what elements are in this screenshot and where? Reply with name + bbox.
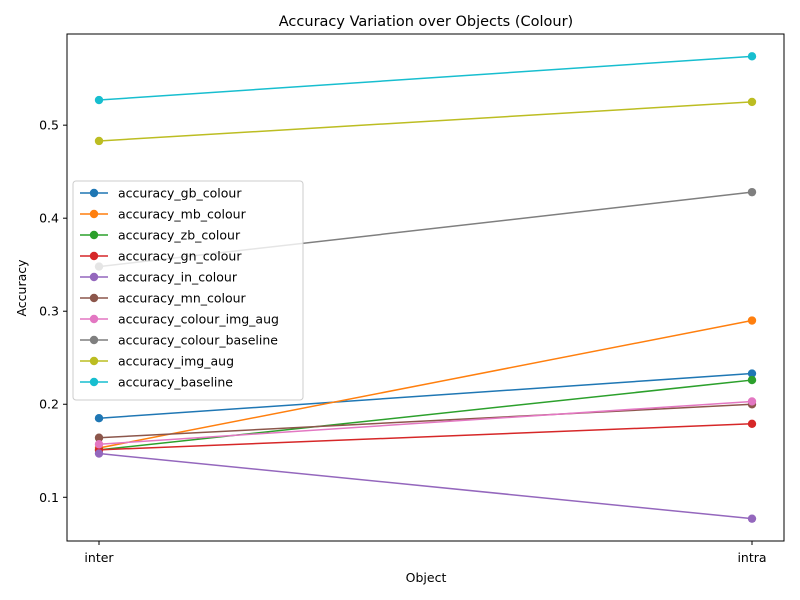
legend-item-accuracy_gn_colour: accuracy_gn_colour	[80, 249, 242, 264]
legend-item-accuracy_colour_baseline: accuracy_colour_baseline	[80, 333, 278, 348]
data-point-accuracy_zb_colour-intra	[747, 375, 757, 385]
legend-marker	[89, 356, 99, 366]
series-accuracy_gn_colour	[94, 419, 757, 455]
legend-label: accuracy_zb_colour	[118, 228, 241, 243]
legend-marker	[89, 314, 99, 324]
legend-label: accuracy_img_aug	[118, 354, 234, 369]
axes: 0.1 0.2 0.3 0.4 0.5 inter intra	[39, 33, 785, 565]
y-tick-label: 0.5	[39, 118, 59, 133]
series-line-accuracy_mb_colour	[98, 319, 753, 449]
legend-marker	[89, 251, 99, 261]
series-accuracy_in_colour	[94, 449, 757, 523]
legend-marker	[89, 188, 99, 198]
data-point-accuracy_mn_colour-inter	[94, 433, 104, 442]
legend-label: accuracy_in_colour	[118, 270, 238, 285]
series-line-accuracy_img_aug	[98, 101, 753, 142]
legend-marker	[89, 209, 99, 219]
data-point-accuracy_colour_img_aug-intra	[747, 397, 757, 406]
data-point-accuracy_colour_img_aug-inter	[94, 440, 104, 449]
series-line-accuracy_colour_img_aug	[98, 400, 753, 445]
axes-frame	[66, 33, 785, 542]
legend-label: accuracy_baseline	[118, 375, 233, 390]
data-point-accuracy_gb_colour-intra	[747, 369, 757, 378]
legend-label: accuracy_gb_colour	[118, 186, 242, 201]
series-accuracy_img_aug	[94, 97, 757, 146]
series-line-accuracy_mn_colour	[98, 403, 753, 439]
legend-item-accuracy_gb_colour: accuracy_gb_colour	[80, 186, 242, 201]
legend-item-accuracy_baseline: accuracy_baseline	[80, 375, 233, 390]
legend-marker	[89, 377, 99, 387]
data-point-accuracy_mb_colour-intra	[747, 316, 757, 325]
data-point-accuracy_in_colour-inter	[94, 449, 104, 458]
legend-label: accuracy_colour_baseline	[118, 333, 278, 348]
legend-marker	[89, 230, 99, 240]
series-accuracy_baseline	[94, 52, 757, 105]
series-line-accuracy_baseline	[98, 55, 753, 101]
series-line-accuracy_zb_colour	[98, 379, 753, 451]
series-accuracy_mn_colour	[94, 400, 757, 442]
legend-marker	[89, 335, 99, 345]
x-tick-label: inter	[84, 550, 114, 565]
legend-frame	[72, 180, 304, 401]
y-tick-label: 0.2	[39, 397, 59, 412]
legend-label: accuracy_mb_colour	[118, 207, 247, 222]
series-accuracy_colour_img_aug	[94, 397, 757, 449]
data-point-accuracy_img_aug-intra	[747, 97, 757, 107]
chart-title: Accuracy Variation over Objects (Colour)	[279, 14, 573, 30]
legend-item-accuracy_mb_colour: accuracy_mb_colour	[80, 207, 247, 222]
data-point-accuracy_baseline-inter	[94, 95, 104, 105]
x-axis-label: Object	[406, 570, 447, 585]
legend-item-accuracy_mn_colour: accuracy_mn_colour	[80, 291, 247, 306]
data-point-accuracy_baseline-intra	[747, 52, 757, 61]
legend: accuracy_gb_colour accuracy_mb_colouraccu…	[72, 180, 304, 401]
legend-marker	[89, 272, 99, 282]
y-axis-label: Accuracy	[14, 259, 29, 317]
legend-marker	[89, 293, 99, 303]
legend-item-accuracy_colour_img_aug: accuracy_colour_img_aug	[80, 312, 279, 327]
data-point-accuracy_gn_colour-intra	[747, 419, 757, 428]
y-tick-label: 0.3	[39, 304, 59, 319]
x-tick-label: intra	[737, 550, 766, 565]
legend-label: accuracy_mn_colour	[118, 291, 247, 306]
legend-label: accuracy_gn_colour	[118, 249, 242, 264]
y-tick-label: 0.4	[39, 211, 59, 226]
legend-label: accuracy_colour_img_aug	[118, 312, 279, 327]
legend-item-accuracy_zb_colour: accuracy_zb_colour	[80, 228, 241, 243]
legend-item-accuracy_img_aug: accuracy_img_aug	[80, 354, 234, 369]
series-line-accuracy_gn_colour	[98, 423, 753, 451]
data-point-accuracy_colour_baseline-intra	[747, 187, 757, 197]
y-tick-label: 0.1	[39, 490, 59, 505]
series-accuracy_gb_colour	[94, 369, 757, 423]
data-point-accuracy_gb_colour-inter	[94, 414, 104, 423]
data-point-accuracy_in_colour-intra	[747, 514, 757, 523]
series-line-accuracy_gb_colour	[98, 372, 753, 419]
data-point-accuracy_img_aug-inter	[94, 136, 104, 146]
series-line-accuracy_in_colour	[98, 452, 753, 520]
legend-item-accuracy_in_colour: accuracy_in_colour	[80, 270, 238, 285]
